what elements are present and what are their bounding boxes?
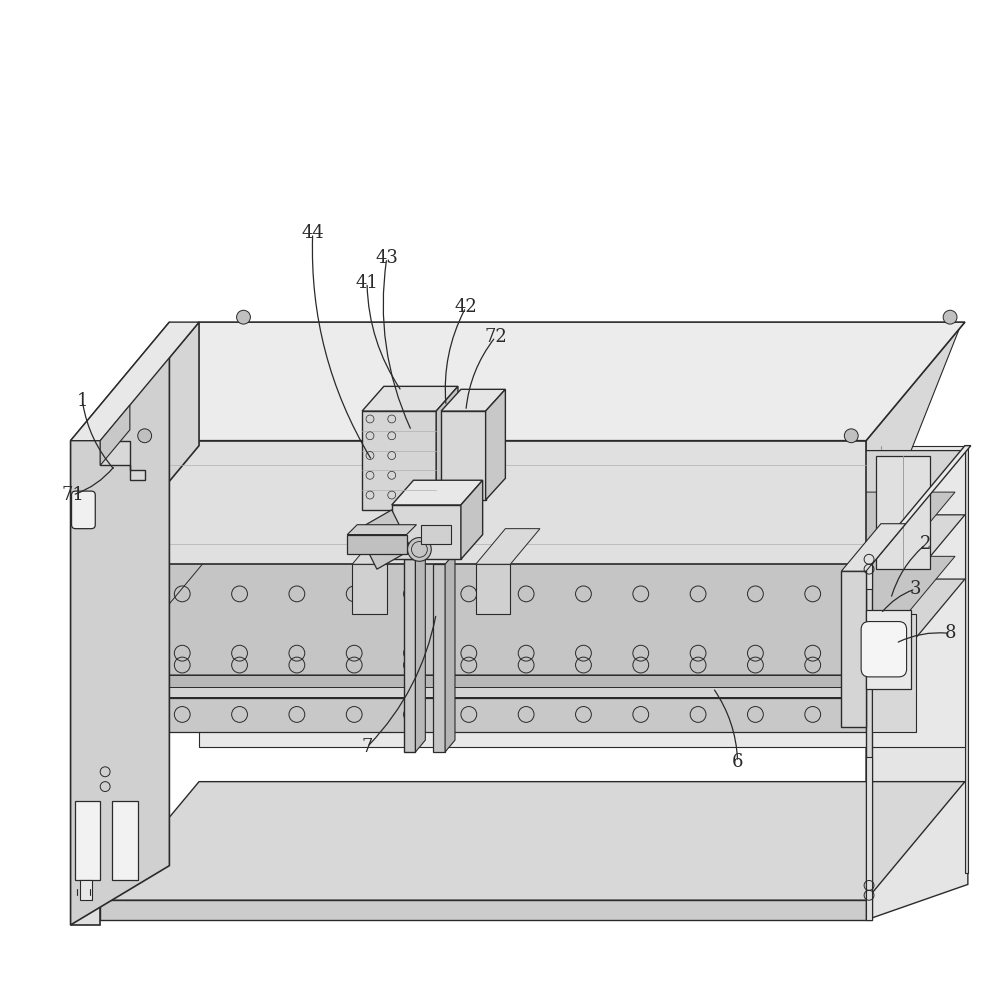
Text: 44: 44 (301, 224, 324, 242)
Polygon shape (110, 675, 856, 687)
Text: 42: 42 (455, 298, 478, 316)
Circle shape (943, 310, 957, 324)
Polygon shape (421, 525, 451, 544)
Polygon shape (476, 564, 510, 614)
Polygon shape (70, 441, 100, 925)
Polygon shape (436, 386, 458, 510)
Circle shape (138, 429, 152, 443)
Text: 43: 43 (376, 249, 398, 267)
Polygon shape (100, 633, 866, 673)
Polygon shape (866, 446, 968, 920)
Polygon shape (100, 405, 130, 465)
Polygon shape (441, 389, 505, 411)
Polygon shape (100, 782, 965, 900)
Polygon shape (461, 480, 483, 559)
Polygon shape (866, 564, 872, 920)
Polygon shape (100, 579, 965, 698)
Polygon shape (357, 510, 411, 569)
Polygon shape (866, 610, 911, 689)
Polygon shape (415, 547, 425, 752)
Polygon shape (100, 451, 965, 569)
Polygon shape (866, 564, 871, 732)
Polygon shape (100, 441, 866, 564)
Polygon shape (866, 446, 971, 564)
Text: 7: 7 (362, 738, 373, 756)
Text: 41: 41 (356, 274, 379, 292)
Text: 71: 71 (61, 486, 84, 504)
Polygon shape (100, 441, 145, 480)
Polygon shape (476, 529, 540, 564)
Polygon shape (199, 446, 965, 747)
Polygon shape (110, 556, 955, 675)
Circle shape (407, 538, 431, 561)
Polygon shape (876, 456, 931, 569)
Text: 72: 72 (485, 328, 506, 346)
Polygon shape (100, 515, 965, 633)
Polygon shape (110, 611, 856, 623)
Polygon shape (74, 801, 100, 880)
Polygon shape (100, 564, 105, 732)
Polygon shape (80, 880, 92, 900)
FancyBboxPatch shape (71, 491, 95, 529)
Polygon shape (347, 525, 416, 535)
Polygon shape (110, 492, 955, 611)
Polygon shape (965, 446, 968, 873)
Polygon shape (841, 524, 906, 571)
Polygon shape (433, 564, 445, 752)
Polygon shape (352, 529, 416, 564)
Polygon shape (866, 757, 872, 920)
Polygon shape (841, 571, 866, 727)
Polygon shape (70, 322, 199, 441)
Polygon shape (100, 569, 866, 609)
Polygon shape (391, 480, 483, 505)
Polygon shape (866, 564, 872, 589)
Circle shape (237, 310, 251, 324)
Polygon shape (403, 559, 415, 752)
Polygon shape (391, 505, 461, 559)
Polygon shape (100, 322, 965, 441)
Polygon shape (362, 411, 436, 510)
Polygon shape (866, 322, 965, 564)
Text: 1: 1 (76, 392, 88, 410)
Polygon shape (362, 386, 458, 411)
Polygon shape (486, 389, 505, 500)
Polygon shape (445, 552, 455, 752)
Polygon shape (441, 411, 486, 500)
Polygon shape (872, 614, 917, 732)
Polygon shape (100, 322, 199, 564)
Polygon shape (347, 535, 406, 554)
Text: 3: 3 (910, 580, 922, 598)
Circle shape (844, 429, 858, 443)
Text: 2: 2 (920, 535, 932, 553)
Polygon shape (352, 564, 386, 614)
Polygon shape (100, 900, 866, 920)
Text: 6: 6 (732, 753, 743, 771)
Polygon shape (112, 801, 138, 880)
FancyBboxPatch shape (861, 622, 907, 677)
Polygon shape (70, 322, 169, 925)
Polygon shape (100, 698, 866, 732)
Text: 8: 8 (944, 624, 956, 642)
